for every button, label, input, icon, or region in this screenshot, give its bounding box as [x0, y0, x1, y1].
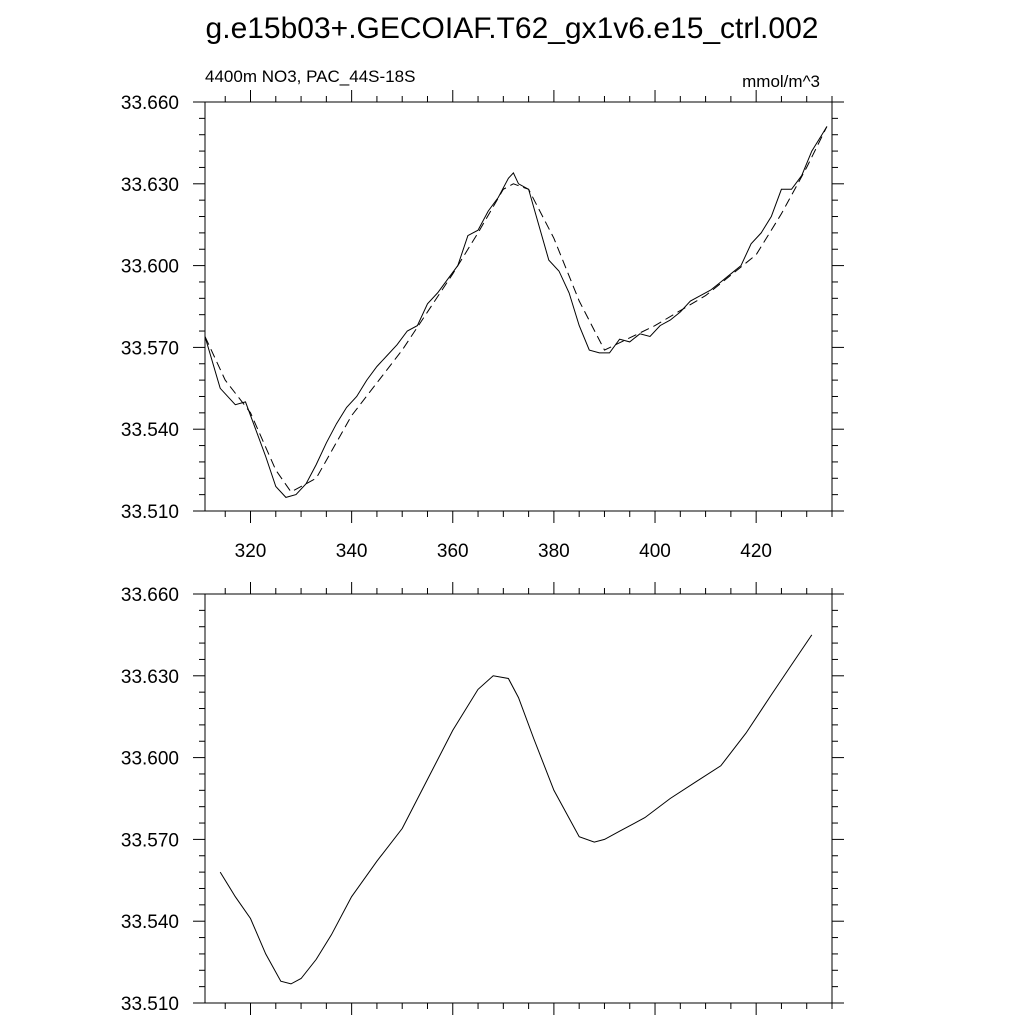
y-tick-label: 33.540	[121, 420, 179, 441]
solid-series-line	[219, 634, 813, 985]
x-tick-label: 360	[437, 541, 469, 562]
top-panel-series	[204, 126, 828, 498]
bottom-panel-ticks: 33.510 33.540 33.570 33.600 33.630 33.660	[121, 582, 844, 1015]
y-tick-label: 33.600	[121, 257, 179, 278]
bottom-panel-series	[219, 634, 813, 985]
top-panel-left-label: 4400m NO3, PAC_44S-18S	[205, 67, 415, 86]
y-tick-label: 33.570	[121, 338, 179, 359]
bottom-panel-frame	[204, 593, 833, 1004]
y-tick-label: 33.660	[121, 585, 179, 606]
solid-series-line	[204, 126, 828, 498]
figure-title: g.e15b03+.GECOIAF.T62_gx1v6.e15_ctrl.002	[206, 12, 819, 45]
y-tick-label: 33.660	[121, 93, 179, 114]
top-panel: 4400m NO3, PAC_44S-18S mmol/m^3 33.51033…	[121, 67, 844, 562]
y-tick-label: 33.540	[121, 912, 179, 933]
y-tick-label: 33.630	[121, 667, 179, 688]
y-tick-label: 33.600	[121, 749, 179, 770]
x-tick-label: 380	[538, 541, 570, 562]
x-tick-label: 400	[639, 541, 671, 562]
y-tick-label: 33.510	[121, 994, 179, 1015]
bottom-panel: 33.510 33.540 33.570 33.600 33.630 33.660	[121, 582, 844, 1015]
x-tick-label: 320	[235, 541, 267, 562]
dashed-series-line	[204, 126, 828, 493]
x-tick-label: 420	[740, 541, 772, 562]
y-tick-label: 33.510	[121, 502, 179, 523]
x-tick-label: 340	[336, 541, 368, 562]
top-panel-ticks: 33.510 33.540 33.570 33.600 33.630 33.660 320 3…	[121, 90, 844, 562]
top-panel-frame	[204, 101, 833, 512]
y-tick-label: 33.570	[121, 830, 179, 851]
top-panel-right-label: mmol/m^3	[742, 72, 820, 91]
y-tick-label: 33.630	[121, 175, 179, 196]
